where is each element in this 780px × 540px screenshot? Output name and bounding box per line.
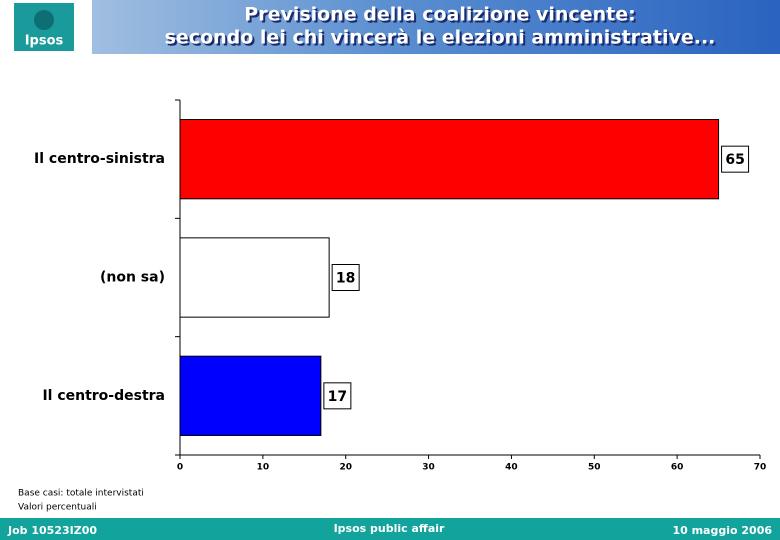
- title-shadow: secondo lei chi vincerà le elezioni ammi…: [167, 29, 718, 51]
- bar: [179, 237, 330, 318]
- title-line: secondo lei chi vincerà le elezioni ammi…: [165, 27, 716, 49]
- category-label: (non sa): [100, 270, 165, 286]
- note: Valori percentuali: [18, 503, 97, 513]
- x-tick-label: 0: [177, 463, 183, 473]
- x-tick-label: 60: [671, 463, 684, 473]
- title-shadow: Previsione della coalizione vincente:: [246, 6, 637, 28]
- note: Base casi: totale intervistati: [18, 489, 144, 499]
- x-tick-label: 20: [339, 463, 352, 473]
- footer-left: Job 10523IZ00: [7, 524, 97, 537]
- x-tick-label: 30: [422, 463, 435, 473]
- x-tick-label: 40: [505, 463, 518, 473]
- category-label: Il centro-destra: [42, 388, 165, 404]
- footer-right: 10 maggio 2006: [672, 524, 772, 537]
- bar: [179, 355, 322, 436]
- logo-text: Ipsos: [25, 34, 64, 49]
- footer-center: Ipsos public affair: [334, 522, 445, 535]
- value-label: 65: [725, 152, 744, 168]
- value-label-box: [331, 264, 360, 291]
- logo-icon: [34, 10, 54, 30]
- value-label-box: [323, 382, 352, 410]
- footer-bar: [0, 518, 780, 540]
- value-label-box: [721, 145, 750, 173]
- bar: [179, 119, 720, 200]
- x-tick-label: 70: [754, 463, 767, 473]
- value-label: 18: [336, 271, 355, 287]
- category-label: Il centro-sinistra: [34, 151, 165, 167]
- title-line: Previsione della coalizione vincente:: [244, 4, 635, 26]
- value-label: 17: [328, 389, 347, 405]
- header-bar: [0, 0, 780, 54]
- x-tick-label: 10: [257, 463, 270, 473]
- x-tick-label: 50: [588, 463, 601, 473]
